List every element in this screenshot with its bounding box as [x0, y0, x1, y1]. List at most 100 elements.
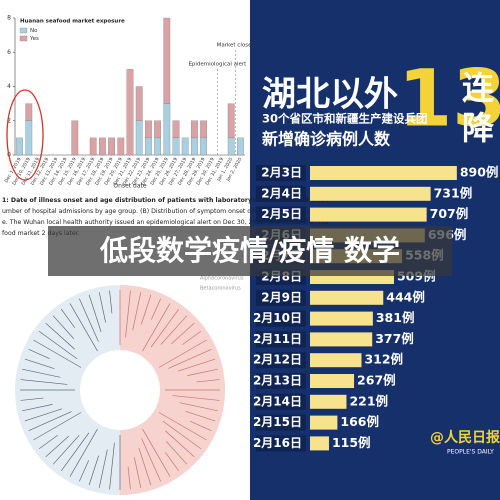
tree-branch [134, 457, 142, 488]
tree-branch [88, 455, 100, 486]
tree-branch [38, 434, 58, 450]
date-box [256, 289, 306, 306]
tree-branch [125, 290, 131, 338]
bar [310, 207, 427, 222]
tree-branch [172, 395, 220, 401]
tree-branch [24, 358, 55, 370]
date-box [256, 414, 306, 431]
bar-segment [25, 120, 33, 156]
tree-branch [182, 330, 202, 346]
date-box [256, 185, 306, 202]
bar [310, 353, 362, 368]
bar [310, 290, 384, 305]
bar-segment [16, 137, 23, 156]
bar-segment [145, 137, 152, 156]
bar-segment [181, 137, 189, 156]
highlight-number: 13 [398, 54, 500, 144]
value-label: 707例 [430, 206, 469, 221]
bar-segment [135, 86, 143, 121]
bar-segment [200, 120, 207, 139]
tree-branch [142, 303, 171, 352]
tree-branch [60, 308, 76, 328]
tree-branch [88, 294, 102, 333]
y-tick-label: 2月16日 [253, 436, 302, 450]
annotation: Epidemiological alert [188, 62, 247, 68]
value-label: 115例 [332, 435, 371, 450]
tree-branch [141, 438, 161, 482]
caption-line: umber of hospital admissions by age grou… [2, 208, 323, 215]
y-tick-label: 2月9日 [261, 290, 302, 304]
tree-branch [127, 466, 131, 490]
y-tick-label: 6 [7, 49, 11, 56]
highlight-suffix: 降 [462, 109, 495, 147]
tree-branch [109, 442, 115, 490]
legend-swatch [19, 35, 28, 42]
highlight-suffix: 连 [462, 69, 494, 107]
tree-branch [196, 379, 220, 383]
bar-segment [191, 137, 198, 156]
y-tick-label: 8 [7, 15, 11, 22]
bar [310, 166, 457, 180]
overlay-title: 低段数学疫情/疫情 数学 [99, 234, 400, 267]
tree-branch [158, 339, 207, 368]
tree-branch [140, 294, 152, 325]
bar [310, 332, 373, 347]
bar-segment [227, 137, 235, 156]
value-label: 731例 [434, 185, 473, 200]
annotation: Market closed [217, 43, 255, 49]
bar [310, 436, 329, 451]
tree-branch [38, 330, 78, 360]
bar-segment [135, 120, 143, 156]
tree-branch [45, 322, 75, 350]
tree-branch [177, 358, 216, 372]
date-box [256, 373, 306, 389]
tree-branch [171, 322, 195, 345]
tree-branch [165, 430, 195, 458]
y-tick-label: 2月3日 [261, 166, 302, 180]
legend-label: Yes [29, 36, 39, 42]
tree-branch [168, 349, 212, 369]
tree-branch [22, 368, 61, 378]
date-box [256, 352, 306, 369]
bar-segment [163, 103, 171, 156]
tree-branch [132, 292, 142, 331]
overlay-band [48, 226, 452, 276]
legend-title: Huanan seafood market exposure [20, 19, 125, 25]
tree-branch [187, 368, 218, 376]
tree-branch [165, 441, 188, 465]
tree-branch [150, 308, 180, 348]
tree-legend: Alphacoronavirus [200, 276, 244, 282]
tree-branch [69, 428, 98, 477]
date-box [256, 435, 306, 452]
tree-branch [164, 452, 180, 472]
bar [310, 394, 347, 409]
bar-segment [172, 120, 180, 139]
tree-branch [179, 402, 218, 412]
bar-segment [172, 137, 180, 156]
value-label: 377例 [375, 331, 414, 346]
tree-branch [20, 397, 44, 401]
bar-segment [89, 137, 97, 156]
logo: @人民日报 [430, 429, 500, 446]
phylogenetic-tree [15, 285, 225, 495]
date-box [256, 331, 306, 348]
value-label: 890例 [460, 165, 499, 180]
bar-segment [163, 17, 171, 104]
value-label: 381例 [376, 310, 415, 325]
bar-segment [108, 137, 115, 156]
bar-segment [200, 137, 207, 156]
tree-legend: Betacoronavirus [200, 286, 241, 292]
subtitle: 30个省区市和新疆生产建设兵团 [262, 112, 428, 126]
tree-branch [28, 411, 72, 431]
bar-segment [25, 103, 33, 121]
tree-branch [162, 420, 202, 450]
tree-branch [138, 447, 152, 486]
bar-segment [191, 120, 198, 139]
highlight-circle [6, 89, 44, 181]
tree-branch [142, 428, 171, 477]
y-tick-label: 2月11日 [253, 332, 302, 346]
tree-branch [28, 349, 50, 360]
bar-segment [237, 137, 244, 156]
date-box [256, 165, 306, 181]
